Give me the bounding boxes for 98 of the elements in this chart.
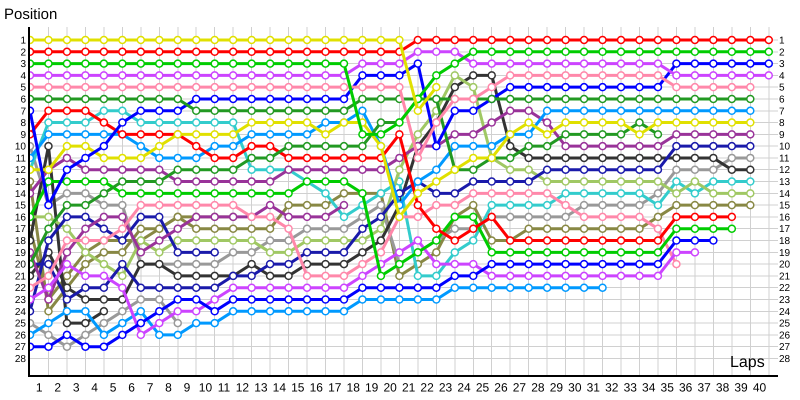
x-tick-label: 26 — [494, 380, 508, 394]
y-tick-label: 26 — [14, 330, 26, 342]
x-tick-label: 15 — [291, 380, 305, 394]
y-tick-label: 20 — [14, 260, 26, 271]
x-tick-label: 13 — [254, 380, 268, 394]
x-tick-label: 39 — [734, 380, 748, 394]
x-tick-label: 2 — [54, 380, 62, 394]
x-tick-label: 12 — [236, 380, 250, 394]
y2-tick-label: 3 — [779, 59, 785, 70]
y-tick-label: 27 — [14, 342, 26, 354]
y-tick-label: 24 — [14, 306, 26, 318]
x-tick-label: 14 — [272, 380, 286, 394]
y2-tick-label: 6 — [779, 94, 785, 106]
x-tick-label: 33 — [624, 380, 638, 394]
y2-tick-label: 4 — [779, 70, 785, 82]
y2-tick-label: 1 — [779, 35, 785, 46]
y2-tick-label: 17 — [779, 224, 791, 236]
y-tick-label: 23 — [14, 295, 26, 306]
y2-tick-label: 21 — [779, 271, 791, 282]
y-tick-label: 10 — [14, 142, 26, 153]
x-tick-label: 32 — [605, 380, 619, 394]
y-tick-label: 4 — [20, 70, 26, 82]
x-axis-title: Laps — [730, 354, 765, 371]
y2-tick-label: 8 — [779, 118, 785, 130]
y2-tick-label: 22 — [779, 283, 791, 294]
y2-tick-label: 26 — [779, 330, 791, 342]
y-tick-label: 28 — [14, 354, 26, 365]
x-tick-label: 3 — [72, 380, 80, 394]
x-tick-label: 5 — [110, 380, 117, 394]
y2-tick-label: 18 — [779, 236, 791, 248]
y2-tick-label: 27 — [779, 342, 791, 354]
y2-tick-label: 9 — [779, 130, 785, 141]
x-tick-label: 8 — [165, 380, 172, 394]
y-tick-label: 1 — [20, 35, 26, 46]
x-tick-label: 36 — [678, 380, 693, 394]
x-tick-label: 10 — [198, 380, 212, 394]
y2-tick-label: 19 — [779, 248, 791, 259]
x-tick-label: 35 — [660, 380, 674, 394]
y-tick-label: 8 — [20, 118, 26, 130]
y-tick-label: 14 — [14, 188, 26, 200]
x-tick-label: 4 — [91, 380, 98, 394]
x-tick-label: 17 — [328, 380, 342, 394]
x-tick-label: 1 — [36, 380, 43, 394]
x-tick-label: 37 — [697, 380, 712, 394]
y2-tick-label: 10 — [779, 142, 791, 153]
x-tick-label: 6 — [128, 380, 136, 394]
y-tick-label: 3 — [20, 59, 26, 70]
y2-tick-label: 11 — [779, 153, 790, 164]
y-tick-label: 25 — [14, 318, 26, 330]
x-tick-label: 27 — [512, 380, 526, 394]
y2-tick-label: 20 — [779, 260, 791, 271]
x-tick-label: 34 — [642, 380, 656, 394]
y2-tick-label: 16 — [779, 212, 791, 224]
y-tick-label: 21 — [14, 271, 26, 282]
x-tick-label: 16 — [310, 380, 324, 394]
x-tick-label: 9 — [184, 380, 191, 394]
y2-tick-label: 25 — [779, 318, 791, 330]
y-axis-title: Position — [4, 6, 58, 23]
y-tick-label: 22 — [14, 283, 26, 294]
y-tick-label: 15 — [14, 200, 26, 212]
x-tick-label: 28 — [531, 380, 545, 394]
y-tick-label: 19 — [14, 248, 26, 259]
y2-tick-label: 23 — [779, 295, 791, 306]
x-tick-label: 18 — [346, 380, 360, 394]
x-tick-label: 25 — [476, 380, 490, 394]
x-tick-label: 11 — [218, 380, 230, 394]
y-tick-label: 6 — [20, 94, 26, 106]
y2-tick-label: 28 — [779, 354, 791, 365]
y-tick-label: 16 — [14, 212, 26, 224]
x-tick-label: 22 — [420, 380, 434, 394]
x-tick-label: 19 — [365, 380, 379, 394]
y2-tick-label: 7 — [779, 106, 785, 118]
y-tick-label: 5 — [20, 82, 26, 94]
x-tick-label: 21 — [402, 380, 416, 394]
y2-tick-label: 5 — [779, 82, 785, 94]
x-tick-label: 31 — [586, 380, 600, 394]
y2-tick-label: 13 — [779, 177, 791, 188]
x-tick-label: 23 — [438, 380, 453, 394]
x-tick-label: 20 — [383, 380, 398, 394]
x-tick-label: 30 — [568, 380, 582, 394]
y-tick-label: 7 — [20, 106, 26, 118]
y2-tick-label: 2 — [779, 47, 785, 58]
y2-tick-label: 15 — [779, 200, 791, 212]
y2-tick-label: 12 — [779, 165, 791, 176]
y-tick-label: 9 — [20, 130, 26, 141]
y2-tick-label: 24 — [779, 306, 791, 318]
x-tick-label: 24 — [457, 380, 472, 394]
x-tick-label: 29 — [550, 380, 564, 394]
x-tick-label: 38 — [716, 380, 730, 394]
y-tick-label: 2 — [20, 47, 26, 58]
x-tick-label: 7 — [146, 380, 154, 394]
y2-tick-label: 14 — [779, 188, 791, 200]
y-tick-label: 11 — [16, 153, 26, 164]
y-tick-label: 18 — [14, 236, 26, 248]
y-tick-label: 17 — [14, 224, 26, 236]
y-tick-label: 13 — [14, 177, 26, 188]
x-tick-label: 40 — [752, 380, 767, 394]
y-tick-label: 12 — [14, 165, 26, 176]
